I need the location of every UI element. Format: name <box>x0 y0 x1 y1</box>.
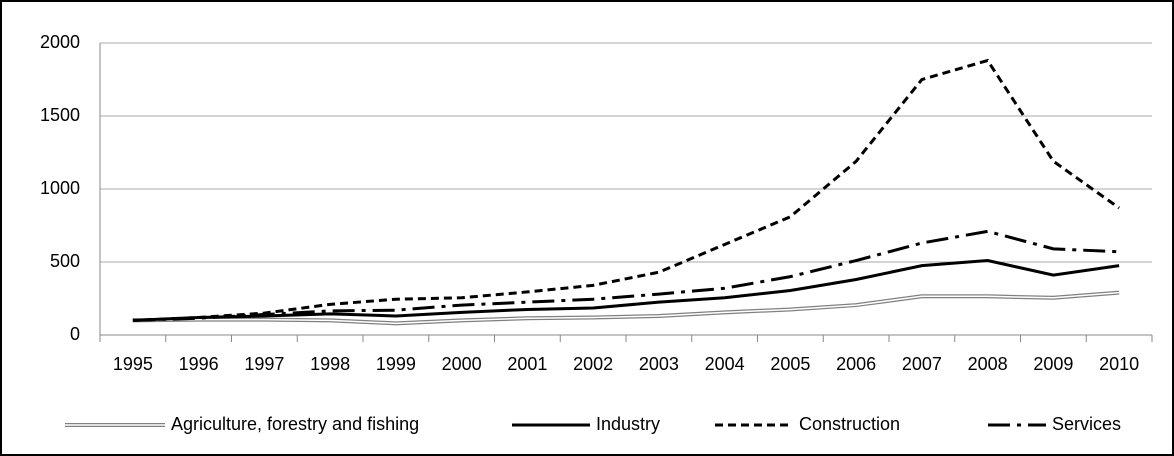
x-tick-label: 2010 <box>1099 354 1139 374</box>
x-tick-label: 2003 <box>639 354 679 374</box>
legend-label: Services <box>1052 414 1121 434</box>
x-tick-label: 2009 <box>1033 354 1073 374</box>
y-tick-label: 2000 <box>40 32 80 52</box>
x-tick-label: 2005 <box>770 354 810 374</box>
x-tick-label: 2004 <box>705 354 745 374</box>
x-tick-label: 2000 <box>442 354 482 374</box>
y-tick-label: 1000 <box>40 178 80 198</box>
x-tick-label: 2006 <box>836 354 876 374</box>
x-tick-label: 2008 <box>968 354 1008 374</box>
y-tick-label: 500 <box>50 251 80 271</box>
legend-label: Construction <box>799 414 900 434</box>
legend-label: Industry <box>596 414 660 434</box>
legend-label: Agriculture, forestry and fishing <box>171 414 419 434</box>
x-tick-label: 2001 <box>507 354 547 374</box>
x-tick-label: 1995 <box>113 354 153 374</box>
line <box>132 229 1120 322</box>
x-tick-label: 1997 <box>244 354 284 374</box>
x-tick-label: 1996 <box>179 354 219 374</box>
line <box>132 58 1120 322</box>
y-tick-label: 0 <box>70 324 80 344</box>
line-inner <box>132 291 1120 325</box>
x-tick-label: 2002 <box>573 354 613 374</box>
x-tick-label: 1999 <box>376 354 416 374</box>
x-tick-label: 1998 <box>310 354 350 374</box>
x-tick-label: 2007 <box>902 354 942 374</box>
y-tick-label: 1500 <box>40 105 80 125</box>
line <box>132 259 1120 322</box>
